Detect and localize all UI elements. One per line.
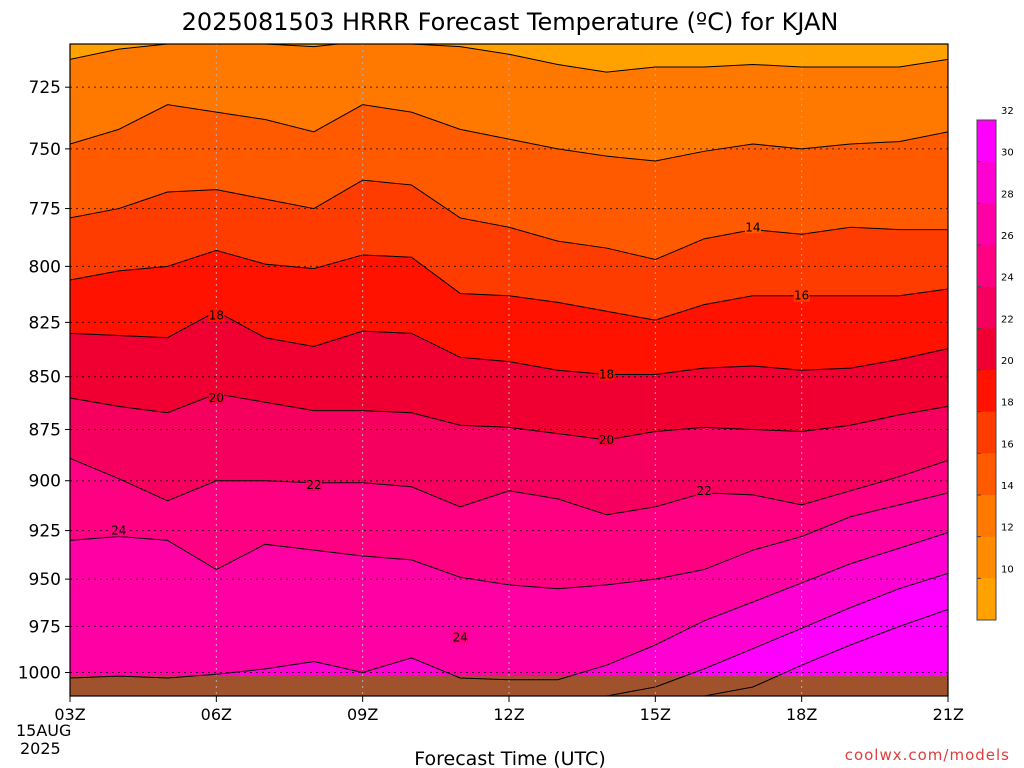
y-tick-label: 725	[29, 78, 61, 98]
contour-label: 24	[453, 631, 468, 645]
y-tick-label: 1000	[18, 663, 61, 683]
isotherm-28	[70, 532, 948, 681]
colorbar-bin	[977, 161, 996, 204]
colorbar-tick-label: 30	[1001, 148, 1014, 159]
y-tick-label: 975	[29, 617, 61, 637]
colorbar-tick-label: 32	[1001, 106, 1014, 117]
isotherm-24	[70, 457, 948, 516]
y-tick-label: 775	[29, 200, 61, 220]
x-tick-label: 18Z	[786, 705, 817, 724]
chart-title: 2025081503 HRRR Forecast Temperature (ºC…	[182, 8, 839, 36]
y-tick-label: 750	[29, 140, 61, 160]
colorbar-bin	[977, 411, 996, 454]
contour-label: 22	[306, 478, 321, 492]
x-axis: 03Z 06Z 09Z 12Z 15Z 18Z 21Z	[54, 696, 964, 724]
x-axis-label: Forecast Time (UTC)	[414, 748, 605, 768]
x-tick-label: 12Z	[493, 705, 524, 724]
contour-label: 20	[209, 391, 224, 405]
colorbar-bin	[977, 370, 996, 413]
colorbar: 10 12 14 16 18 20 22 24 26 28 30 32	[976, 106, 1014, 621]
x-tick-label: 21Z	[933, 705, 964, 724]
contour-label: 24	[111, 524, 126, 538]
isotherm-26	[70, 492, 948, 590]
contour-label-bg	[110, 523, 127, 537]
colorbar-tick-label: 28	[1001, 189, 1014, 200]
colorbar-tick-label: 22	[1001, 314, 1014, 325]
contour-label: 20	[599, 433, 614, 447]
grid	[70, 44, 948, 696]
credit-text: coolwx.com/models	[845, 746, 1010, 764]
y-tick-label: 875	[29, 420, 61, 440]
y-tick-label: 825	[29, 313, 61, 333]
contour-labels: 14 16 18 18 20 20 22 22 24 24	[110, 220, 810, 645]
x-tick-label: 03Z	[54, 705, 85, 724]
colorbar-tick-label: 14	[1001, 481, 1014, 492]
contour-label: 16	[794, 289, 809, 303]
contour-label-bg	[208, 308, 225, 322]
band-above-30	[70, 573, 948, 696]
contour-label-bg	[305, 477, 322, 491]
colorbar-tick-label: 20	[1001, 356, 1014, 367]
y-tick-label: 925	[29, 522, 61, 542]
colorbar-tick-label: 10	[1001, 564, 1014, 575]
contour-label: 18	[599, 368, 614, 382]
colorbar-tick-label: 24	[1001, 273, 1014, 284]
contour-label-bg	[208, 390, 225, 404]
colorbar-tick-label: 18	[1001, 398, 1014, 409]
x-date-line1: 15AUG	[16, 721, 71, 740]
colorbar-tick-label: 26	[1001, 231, 1014, 242]
colorbar-bin	[977, 120, 996, 163]
y-tick-label: 950	[29, 570, 61, 590]
contour-label: 14	[745, 220, 760, 234]
band-above-28	[70, 532, 948, 696]
x-tick-label: 15Z	[640, 705, 671, 724]
isotherm-12	[70, 44, 948, 73]
colorbar-bin	[977, 286, 996, 329]
colorbar-tick-label: 16	[1001, 439, 1014, 450]
colorbar-bin	[977, 536, 996, 579]
x-tick-label: 09Z	[347, 705, 378, 724]
contour-label-bg	[452, 630, 469, 644]
colorbar-tick-label: 12	[1001, 523, 1014, 534]
y-axis: 725 750 775 800 825 850 875 900 925 950 975 1000	[18, 78, 70, 683]
x-date-line2: 2025	[20, 739, 61, 758]
colorbar-bin	[977, 453, 996, 496]
colorbar-bin	[977, 495, 996, 538]
isotherm-32	[70, 609, 948, 696]
contour-label: 18	[209, 309, 224, 323]
plot-area	[70, 44, 948, 696]
contour-label-bg	[793, 288, 810, 302]
y-tick-label: 800	[29, 257, 61, 277]
contour-label-bg	[696, 483, 713, 497]
colorbar-bin	[977, 328, 996, 371]
contour-label-bg	[598, 367, 615, 381]
x-tick-label: 06Z	[201, 705, 232, 724]
contour-label-bg	[598, 432, 615, 446]
contour-label: 22	[696, 484, 711, 498]
isotherm-30	[70, 572, 948, 696]
contour-label-bg	[744, 220, 761, 234]
colorbar-bin	[977, 245, 996, 288]
isotherm-14	[70, 104, 948, 162]
colorbar-bin	[977, 203, 996, 246]
isotherm-16	[70, 179, 948, 261]
y-tick-label: 900	[29, 472, 61, 492]
colorbar-bin	[977, 578, 996, 621]
y-tick-label: 850	[29, 368, 61, 388]
